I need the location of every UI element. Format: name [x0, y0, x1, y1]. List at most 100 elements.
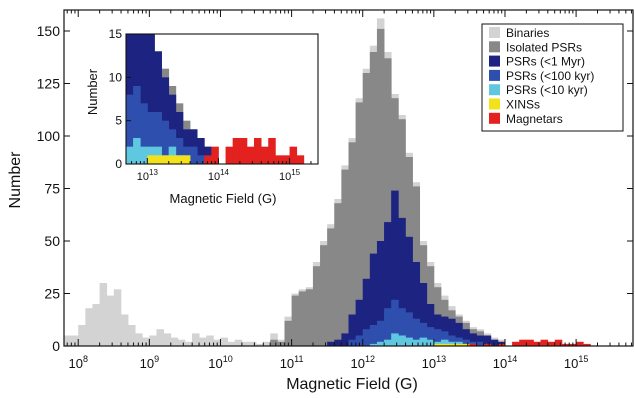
bar-isolated-psrs [305, 289, 314, 346]
bar-isolated-psrs [291, 295, 300, 346]
bar-binaries [248, 341, 257, 346]
inset-bar-psrs-1-myr [190, 129, 198, 164]
inset-bar-magnetars [268, 138, 276, 164]
x-tick-label: 1011 [280, 354, 304, 371]
inset-bar-xinss [168, 155, 177, 164]
bar-binaries [78, 325, 86, 346]
bar-psrs-1-myr [341, 333, 349, 346]
bar-psrs-1-myr [376, 241, 385, 346]
bar-isolated-psrs [341, 169, 349, 346]
inset-bar-psrs-1-myr [182, 129, 191, 164]
bar-psrs-100-kyr [384, 308, 392, 346]
inset-x-tick-label: 1013 [137, 168, 159, 183]
bar-xinss [455, 343, 463, 346]
inset-bar-magnetars [275, 155, 283, 164]
main-plot-frame [63, 9, 634, 347]
inset-bar-xinss [161, 155, 170, 164]
bar-psrs-1-myr [469, 333, 477, 346]
bar-psrs-100-kyr [448, 335, 456, 346]
legend-label: Magnetars [506, 112, 563, 126]
inset-plot-frame [125, 33, 319, 165]
legend-item-binaries: Binaries [489, 26, 549, 40]
legend-swatch [489, 112, 500, 124]
legend-label: PSRs (<100 kyr) [506, 69, 594, 83]
bar-psrs-1-myr [419, 283, 428, 346]
bar-magnetars [540, 339, 549, 346]
bar-psrs-100-kyr [419, 322, 428, 346]
bar-binaries [177, 339, 186, 346]
bar-psrs-1-myr [369, 253, 378, 346]
bar-isolated-psrs [384, 58, 392, 347]
inset-bar-psrs-100-kyr [154, 112, 162, 164]
bar-binaries [184, 341, 193, 346]
inset-bar-magnetars [211, 146, 219, 164]
inset-y-tick-label: 10 [109, 70, 123, 84]
x-tick-label: 1014 [493, 354, 517, 371]
bar-isolated-psrs [362, 73, 371, 346]
x-tick-label: 1012 [350, 354, 374, 371]
y-tick-label: 25 [44, 286, 60, 302]
legend-swatch [489, 69, 500, 81]
bar-binaries [192, 333, 200, 346]
bar-psrs-1-myr [462, 329, 470, 346]
bar-psrs-1-myr [362, 278, 371, 346]
bar-binaries [85, 308, 93, 346]
inset-bar-psrs-10-kyr [133, 138, 141, 164]
main-plot: 108 109 1010 1011 1012 1013 1014 1015 025507510… [7, 9, 634, 393]
bar-psrs-100-kyr [348, 339, 357, 346]
legend-item-psrs-10-kyr: PSRs (<10 kyr) [489, 83, 588, 97]
inset-bar-psrs-1-myr [147, 34, 155, 164]
y-tick-label: 75 [44, 181, 60, 197]
legend-swatch [489, 55, 500, 67]
inset-bar-psrs-1-myr [197, 138, 205, 164]
inset-y-tick-label: 0 [115, 157, 122, 171]
inset-series-magnetars [204, 138, 305, 164]
inset-bar-magnetars [296, 155, 305, 164]
legend-item-isolated-psrs: Isolated PSRs [489, 40, 582, 54]
bar-psrs-1-myr [405, 236, 413, 346]
bar-psrs-100-kyr [398, 308, 406, 346]
bar-isolated-psrs [270, 339, 278, 346]
bar-isolated-psrs [298, 291, 307, 346]
inset-bar-magnetars [225, 146, 234, 164]
bar-psrs-100-kyr [369, 325, 378, 346]
legend-item-magnetars: Magnetars [489, 112, 563, 126]
bar-binaries [113, 289, 122, 346]
bar-psrs-100-kyr [391, 299, 399, 346]
bar-psrs-10-kyr [369, 343, 378, 346]
bar-psrs-10-kyr [440, 339, 449, 346]
legend-label: XINSs [506, 98, 540, 112]
inset-bar-psrs-100-kyr [161, 120, 170, 164]
legend-swatch [489, 27, 500, 38]
inset-bar-psrs-100-kyr [147, 112, 155, 164]
bar-magnetars [576, 341, 584, 346]
x-tick-label: 1015 [564, 354, 588, 371]
bar-binaries [163, 333, 172, 346]
main-x-axis-ticks: 108 109 1010 1011 1012 1013 1014 1015 [66, 10, 632, 371]
bar-binaries [227, 341, 236, 346]
bar-psrs-1-myr [391, 190, 399, 346]
bar-isolated-psrs [334, 203, 342, 346]
legend-swatch [489, 98, 500, 110]
legend-swatch [489, 41, 500, 53]
x-tick-label: 109 [140, 354, 159, 371]
bar-binaries [149, 335, 157, 346]
bar-psrs-100-kyr [405, 312, 413, 346]
bar-xinss [440, 343, 449, 346]
bar-magnetars [519, 339, 527, 346]
bar-magnetars [483, 343, 492, 346]
inset-bar-psrs-100-kyr [133, 86, 141, 164]
bar-psrs-1-myr [334, 339, 342, 346]
inset-x-axis-ticks: 1013 1014 1015 [131, 158, 312, 183]
inset-bar-magnetars [254, 138, 262, 164]
legend-item-psrs-1-myr: PSRs (<1 Myr) [489, 55, 585, 69]
inset-bar-magnetars [239, 138, 248, 164]
inset-bar-psrs-10-kyr [126, 146, 134, 164]
bar-psrs-100-kyr [355, 335, 364, 346]
